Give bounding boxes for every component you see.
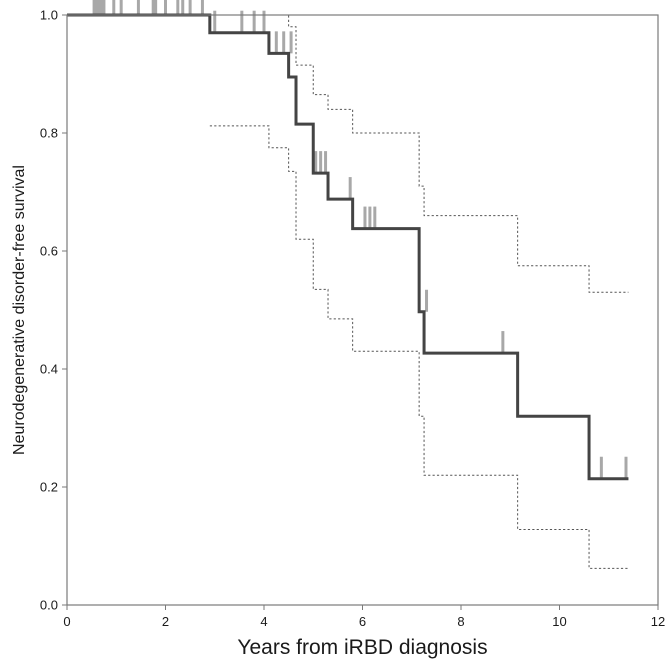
x-tick-label: 0 <box>63 614 70 629</box>
y-tick-label: 0.6 <box>40 244 58 259</box>
y-tick-label: 0.4 <box>40 362 58 377</box>
x-axis-title: Years from iRBD diagnosis <box>237 636 487 659</box>
ci-lower-line <box>209 125 629 569</box>
y-tick-label: 1.0 <box>40 8 58 23</box>
y-tick-label: 0.0 <box>40 598 58 613</box>
y-axis-title: Neurodegenerative disorder-free survival <box>11 165 28 455</box>
ci-upper-line <box>209 14 629 293</box>
x-tick-label: 10 <box>552 614 566 629</box>
censor-marks <box>92 0 628 479</box>
ci-bands <box>209 14 629 569</box>
y-tick-label: 0.8 <box>40 126 58 141</box>
survival-line <box>67 13 629 481</box>
x-tick-label: 2 <box>162 614 169 629</box>
survival-curve-group <box>67 13 629 481</box>
x-tick-label: 8 <box>457 614 464 629</box>
x-tick-label: 4 <box>260 614 267 629</box>
x-tick-label: 6 <box>359 614 366 629</box>
plot-frame <box>66 14 659 606</box>
x-tick-label: 12 <box>651 614 665 629</box>
y-axis-ticks: 0.0 0.2 0.4 0.6 0.8 1.0 <box>40 8 67 613</box>
x-axis-ticks: 0 2 4 6 8 10 12 <box>63 605 665 629</box>
y-tick-label: 0.2 <box>40 480 58 495</box>
